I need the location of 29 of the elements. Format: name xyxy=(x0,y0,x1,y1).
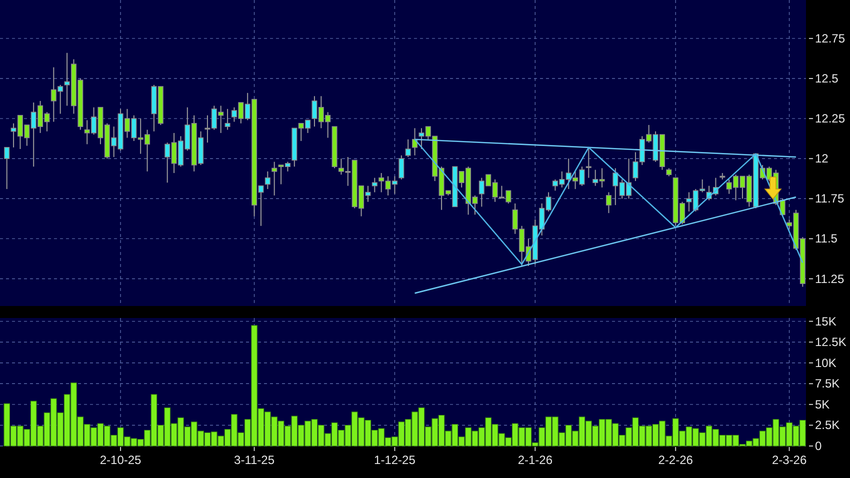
y-tick-label: 2.5K xyxy=(815,418,840,432)
y-tick-label: 12.5 xyxy=(815,72,839,86)
candlestick xyxy=(4,146,10,190)
y-tick-label: 7.5K xyxy=(815,376,840,391)
y-tick-label: 15K xyxy=(815,314,836,328)
candlestick xyxy=(224,108,230,130)
x-tick-label: 2-3-26 xyxy=(772,453,807,467)
y-tick-label: 10K xyxy=(815,356,836,370)
x-tick-label: 2-10-25 xyxy=(100,453,142,467)
y-tick-label: 12.5K xyxy=(815,335,846,350)
y-tick-label: 0 xyxy=(815,439,822,453)
y-tick-label: 12 xyxy=(815,152,829,166)
candlestick xyxy=(264,170,270,190)
candlestick xyxy=(586,146,592,178)
y-tick-label: 11.5 xyxy=(815,232,838,246)
x-tick-label: 1-12-25 xyxy=(374,453,416,467)
y-tick-label: 11.25 xyxy=(815,272,844,286)
candlestick xyxy=(272,161,278,196)
candlestick xyxy=(606,192,612,214)
x-tick-label: 2-2-26 xyxy=(658,453,694,467)
y-tick-label: 12.75 xyxy=(815,31,846,46)
candlestick xyxy=(398,154,404,180)
x-tick-label: 2-1-26 xyxy=(518,453,553,467)
candlestick xyxy=(372,177,378,193)
x-tick-label: 3-11-25 xyxy=(234,453,275,467)
y-tick-label: 12.25 xyxy=(815,112,846,126)
y-tick-label: 11.75 xyxy=(815,192,844,206)
candlestick xyxy=(405,138,411,158)
y-tick-label: 5K xyxy=(815,397,830,412)
